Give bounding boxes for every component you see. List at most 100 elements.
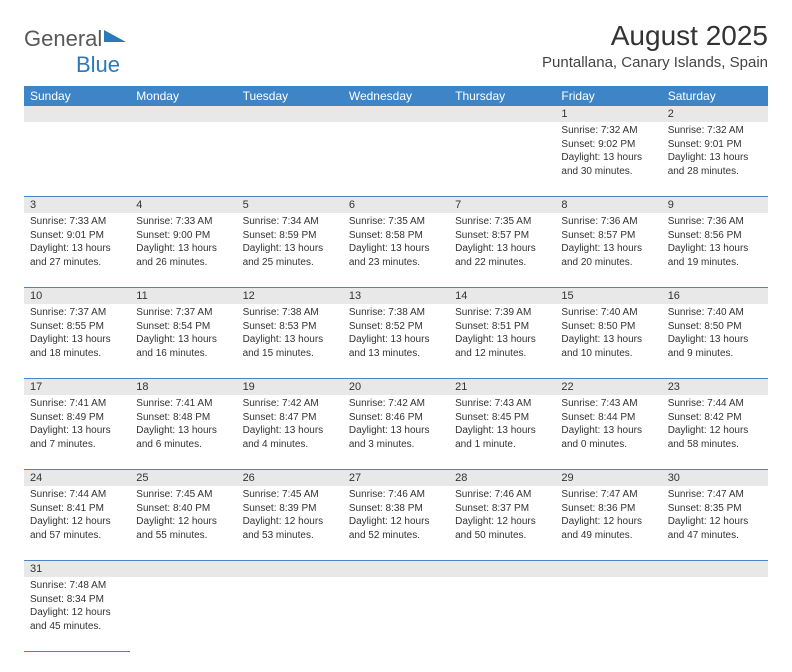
day-cell (662, 577, 768, 652)
sunrise-text: Sunrise: 7:35 AM (455, 215, 549, 229)
daylight-text: and 22 minutes. (455, 256, 549, 270)
sunset-text: Sunset: 8:52 PM (349, 320, 443, 334)
day-cell: Sunrise: 7:44 AMSunset: 8:41 PMDaylight:… (24, 486, 130, 561)
calendar-page: GeneralBlue August 2025 Puntallana, Cana… (0, 0, 792, 672)
day-number (343, 561, 449, 578)
sunrise-text: Sunrise: 7:40 AM (561, 306, 655, 320)
day-cell-content: Sunrise: 7:36 AMSunset: 8:56 PMDaylight:… (662, 213, 768, 273)
day-cell: Sunrise: 7:42 AMSunset: 8:47 PMDaylight:… (237, 395, 343, 470)
day-number: 18 (130, 379, 236, 396)
day-cell (343, 122, 449, 197)
daylight-text: and 3 minutes. (349, 438, 443, 452)
day-cell: Sunrise: 7:44 AMSunset: 8:42 PMDaylight:… (662, 395, 768, 470)
logo-flag-icon (104, 26, 130, 51)
sunrise-text: Sunrise: 7:35 AM (349, 215, 443, 229)
daylight-text: Daylight: 12 hours (30, 515, 124, 529)
sunrise-text: Sunrise: 7:37 AM (30, 306, 124, 320)
daylight-text: Daylight: 13 hours (243, 242, 337, 256)
day-cell (130, 577, 236, 652)
daylight-text: Daylight: 12 hours (136, 515, 230, 529)
day-number: 7 (449, 197, 555, 214)
daylight-text: and 12 minutes. (455, 347, 549, 361)
day-number: 30 (662, 470, 768, 487)
sunrise-text: Sunrise: 7:42 AM (243, 397, 337, 411)
sunset-text: Sunset: 8:56 PM (668, 229, 762, 243)
day-number: 22 (555, 379, 661, 396)
sunset-text: Sunset: 8:40 PM (136, 502, 230, 516)
day-number: 3 (24, 197, 130, 214)
sunset-text: Sunset: 8:54 PM (136, 320, 230, 334)
day-number: 17 (24, 379, 130, 396)
day-number-row: 12 (24, 106, 768, 122)
day-cell: Sunrise: 7:32 AMSunset: 9:02 PMDaylight:… (555, 122, 661, 197)
day-cell: Sunrise: 7:47 AMSunset: 8:36 PMDaylight:… (555, 486, 661, 561)
day-cell: Sunrise: 7:33 AMSunset: 9:01 PMDaylight:… (24, 213, 130, 288)
day-number: 27 (343, 470, 449, 487)
sunset-text: Sunset: 8:37 PM (455, 502, 549, 516)
day-cell-content: Sunrise: 7:37 AMSunset: 8:54 PMDaylight:… (130, 304, 236, 364)
daylight-text: Daylight: 13 hours (455, 242, 549, 256)
day-number (130, 561, 236, 578)
daylight-text: and 6 minutes. (136, 438, 230, 452)
sunset-text: Sunset: 8:55 PM (30, 320, 124, 334)
sunrise-text: Sunrise: 7:32 AM (668, 124, 762, 138)
daylight-text: and 27 minutes. (30, 256, 124, 270)
sunrise-text: Sunrise: 7:45 AM (243, 488, 337, 502)
logo-blue: Blue (76, 52, 120, 77)
day-number: 1 (555, 106, 661, 122)
day-number: 15 (555, 288, 661, 305)
day-cell: Sunrise: 7:48 AMSunset: 8:34 PMDaylight:… (24, 577, 130, 652)
day-content-row: Sunrise: 7:44 AMSunset: 8:41 PMDaylight:… (24, 486, 768, 561)
daylight-text: Daylight: 12 hours (668, 515, 762, 529)
daylight-text: and 50 minutes. (455, 529, 549, 543)
day-number: 14 (449, 288, 555, 305)
sunrise-text: Sunrise: 7:47 AM (668, 488, 762, 502)
daylight-text: Daylight: 13 hours (136, 424, 230, 438)
daylight-text: Daylight: 12 hours (668, 424, 762, 438)
col-thursday: Thursday (449, 86, 555, 106)
day-cell-content: Sunrise: 7:35 AMSunset: 8:58 PMDaylight:… (343, 213, 449, 273)
daylight-text: and 19 minutes. (668, 256, 762, 270)
sunset-text: Sunset: 9:00 PM (136, 229, 230, 243)
daylight-text: and 53 minutes. (243, 529, 337, 543)
day-number: 16 (662, 288, 768, 305)
day-cell: Sunrise: 7:45 AMSunset: 8:39 PMDaylight:… (237, 486, 343, 561)
sunset-text: Sunset: 8:44 PM (561, 411, 655, 425)
sunset-text: Sunset: 8:51 PM (455, 320, 549, 334)
sunset-text: Sunset: 9:02 PM (561, 138, 655, 152)
day-number (662, 561, 768, 578)
daylight-text: and 1 minute. (455, 438, 549, 452)
daylight-text: and 15 minutes. (243, 347, 337, 361)
day-number-row: 10111213141516 (24, 288, 768, 305)
day-number (449, 561, 555, 578)
daylight-text: Daylight: 12 hours (243, 515, 337, 529)
daylight-text: and 0 minutes. (561, 438, 655, 452)
sunset-text: Sunset: 8:50 PM (668, 320, 762, 334)
sunrise-text: Sunrise: 7:45 AM (136, 488, 230, 502)
daylight-text: and 49 minutes. (561, 529, 655, 543)
day-cell: Sunrise: 7:38 AMSunset: 8:53 PMDaylight:… (237, 304, 343, 379)
day-cell (449, 122, 555, 197)
sunset-text: Sunset: 8:45 PM (455, 411, 549, 425)
day-number-row: 24252627282930 (24, 470, 768, 487)
sunset-text: Sunset: 9:01 PM (30, 229, 124, 243)
daylight-text: Daylight: 13 hours (561, 333, 655, 347)
day-cell: Sunrise: 7:47 AMSunset: 8:35 PMDaylight:… (662, 486, 768, 561)
daylight-text: Daylight: 13 hours (455, 424, 549, 438)
month-title: August 2025 (542, 20, 768, 52)
sunrise-text: Sunrise: 7:39 AM (455, 306, 549, 320)
day-number: 10 (24, 288, 130, 305)
daylight-text: Daylight: 13 hours (561, 151, 655, 165)
daylight-text: Daylight: 13 hours (349, 242, 443, 256)
sunrise-text: Sunrise: 7:32 AM (561, 124, 655, 138)
daylight-text: and 10 minutes. (561, 347, 655, 361)
logo: GeneralBlue (24, 26, 130, 78)
day-number: 9 (662, 197, 768, 214)
day-cell-content: Sunrise: 7:46 AMSunset: 8:38 PMDaylight:… (343, 486, 449, 546)
col-monday: Monday (130, 86, 236, 106)
day-cell (24, 122, 130, 197)
page-header: GeneralBlue August 2025 Puntallana, Cana… (24, 20, 768, 78)
day-cell: Sunrise: 7:35 AMSunset: 8:58 PMDaylight:… (343, 213, 449, 288)
sunset-text: Sunset: 8:59 PM (243, 229, 337, 243)
daylight-text: and 7 minutes. (30, 438, 124, 452)
